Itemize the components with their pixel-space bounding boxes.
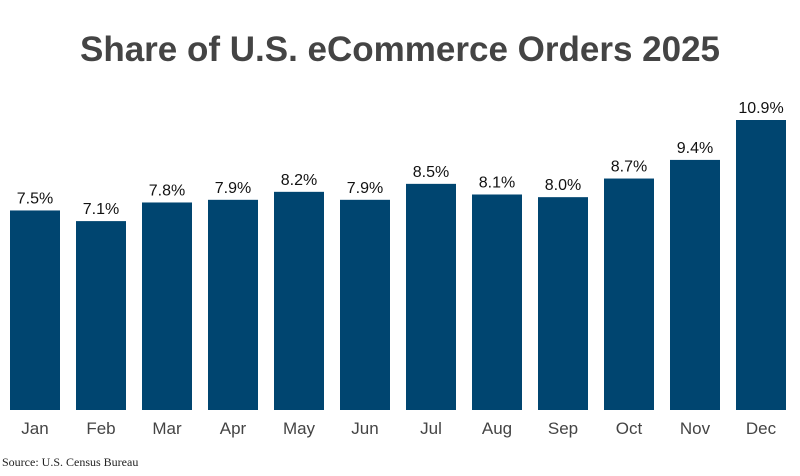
data-label: 7.8% <box>149 182 185 199</box>
bar-mar <box>142 202 192 410</box>
x-tick-label: Nov <box>680 419 711 438</box>
bar-nov <box>670 159 720 410</box>
bar-oct <box>604 178 654 410</box>
data-label: 7.9% <box>215 180 251 197</box>
bar-aug <box>472 194 522 410</box>
bar-jun <box>340 199 390 410</box>
data-label: 8.1% <box>479 174 515 191</box>
data-label: 7.1% <box>83 201 119 218</box>
chart-title: Share of U.S. eCommerce Orders 2025 <box>79 30 720 69</box>
data-label: 9.4% <box>677 140 713 157</box>
x-tick-label: Feb <box>86 419 115 438</box>
x-tick-label: Jun <box>351 419 378 438</box>
data-label: 10.9% <box>738 100 783 117</box>
bar-sep <box>538 197 588 410</box>
source-note: Source: U.S. Census Bureau <box>2 455 139 469</box>
bar-may <box>274 191 324 410</box>
x-tick-label: Jan <box>21 419 48 438</box>
x-tick-label: Aug <box>482 419 512 438</box>
bar-feb <box>76 221 126 410</box>
bar-jan <box>10 210 60 410</box>
x-tick-label: Mar <box>152 419 182 438</box>
bar-jul <box>406 183 456 410</box>
bar-dec <box>736 120 786 410</box>
data-label: 8.5% <box>413 164 449 181</box>
x-tick-label: May <box>283 419 316 438</box>
x-tick-label: Sep <box>548 419 578 438</box>
data-label: 8.7% <box>611 159 647 176</box>
data-label: 8.0% <box>545 177 581 194</box>
x-tick-label: Oct <box>616 419 643 438</box>
x-tick-label: Apr <box>220 419 247 438</box>
x-tick-label: Jul <box>420 419 442 438</box>
data-label: 8.2% <box>281 172 317 189</box>
data-label: 7.9% <box>347 180 383 197</box>
bar-apr <box>208 199 258 410</box>
data-label: 7.5% <box>17 190 53 207</box>
x-tick-label: Dec <box>746 419 777 438</box>
